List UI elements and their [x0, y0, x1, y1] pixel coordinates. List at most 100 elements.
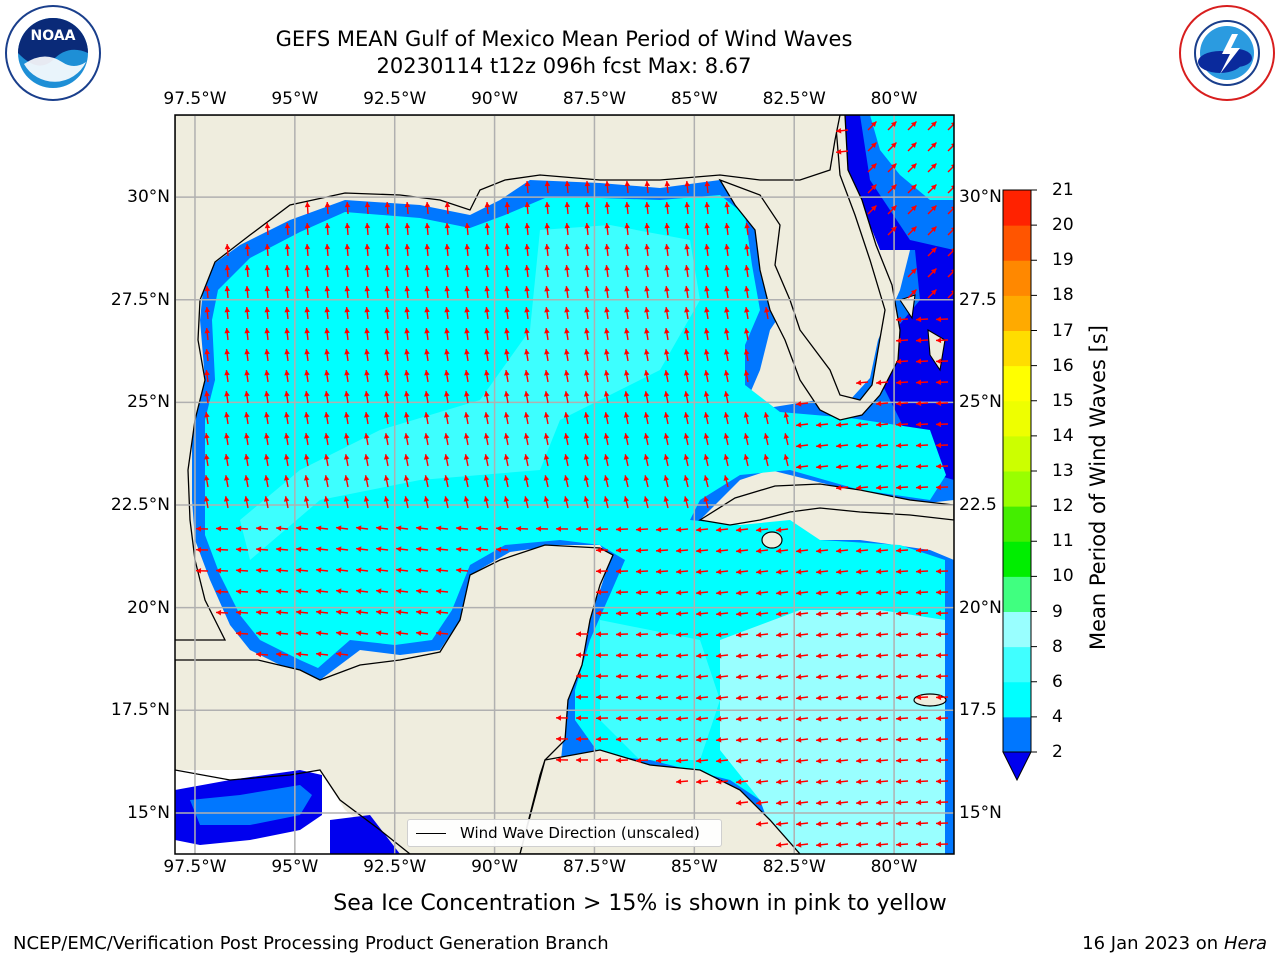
wind-wave-arrowhead — [276, 546, 282, 553]
wind-wave-arrowhead — [544, 244, 550, 250]
wind-wave-arrowhead — [544, 181, 551, 187]
wind-wave-arrowhead — [324, 391, 330, 397]
wind-wave-arrowhead — [263, 475, 270, 481]
wind-wave-arrowhead — [256, 525, 262, 532]
wind-wave-arrowhead — [916, 337, 922, 344]
wind-wave-arrowhead — [576, 652, 582, 658]
wind-wave-arrowhead — [416, 525, 422, 532]
wind-wave-arrow — [947, 186, 954, 194]
wind-wave-arrowhead — [836, 589, 842, 596]
wind-wave-arrowhead — [344, 433, 350, 439]
wind-wave-arrowhead — [583, 475, 590, 481]
wind-wave-arrowhead — [816, 842, 822, 848]
wind-wave-arrowhead — [524, 328, 530, 334]
wind-wave-arrowhead — [584, 265, 590, 271]
wind-wave-arrowhead — [576, 631, 582, 637]
wind-wave-arrowhead — [276, 651, 282, 658]
wind-wave-arrowhead — [256, 651, 262, 658]
wind-wave-arrowhead — [436, 567, 442, 574]
wind-wave-arrowhead — [544, 202, 551, 208]
wind-wave-arrowhead — [716, 673, 722, 680]
wind-wave-arrowhead — [696, 715, 702, 722]
wind-wave-arrowhead — [916, 736, 922, 743]
wind-wave-arrow — [947, 249, 954, 257]
wind-wave-arrowhead — [696, 694, 702, 701]
wind-wave-arrowhead — [763, 433, 770, 439]
wind-wave-arrowhead — [324, 328, 330, 334]
wind-wave-arrowhead — [464, 265, 470, 271]
wind-wave-arrowhead — [476, 546, 482, 553]
wind-wave-arrowhead — [756, 800, 762, 806]
wind-wave-arrowhead — [696, 610, 702, 617]
wind-wave-arrowhead — [616, 610, 622, 617]
wind-wave-arrowhead — [744, 286, 750, 292]
wind-wave-arrowhead — [344, 265, 351, 271]
wind-wave-arrowhead — [936, 736, 942, 743]
wind-wave-arrowhead — [876, 400, 882, 407]
wind-wave-arrowhead — [523, 412, 530, 418]
wind-wave-arrowhead — [604, 265, 610, 271]
wind-wave-arrowhead — [596, 652, 602, 658]
wind-wave-arrowhead — [696, 526, 702, 533]
wind-wave-arrowhead — [404, 349, 410, 355]
wind-wave-arrowhead — [443, 496, 450, 502]
wind-wave-arrowhead — [236, 630, 242, 637]
wind-wave-arrowhead — [836, 673, 842, 680]
colorbar — [1002, 189, 1037, 782]
wind-wave-arrow — [947, 228, 954, 236]
wind-wave-arrowhead — [383, 475, 390, 481]
wind-wave-arrowhead — [503, 496, 510, 502]
colorbar-segment — [1003, 646, 1031, 683]
wind-wave-arrowhead — [524, 244, 530, 250]
wind-wave-arrowhead — [583, 412, 590, 418]
wind-wave-arrowhead — [544, 349, 550, 355]
wind-wave-arrowhead — [503, 454, 510, 460]
wind-wave-arrowhead — [524, 265, 530, 271]
wind-wave-arrowhead — [224, 370, 230, 376]
colorbar-segment — [1003, 330, 1031, 367]
wind-wave-arrowhead — [303, 475, 310, 481]
wind-wave-arrowhead — [684, 202, 690, 208]
wind-wave-arrowhead — [816, 758, 822, 764]
wind-wave-arrowhead — [756, 548, 762, 554]
lat-tick-left: 15°N — [127, 802, 170, 823]
wind-wave-arrowhead — [423, 433, 430, 439]
wind-wave-arrowhead — [916, 421, 922, 428]
lat-tick-right: 30°N — [959, 187, 1002, 208]
wind-wave-arrowhead — [244, 433, 250, 439]
wind-wave-arrowhead — [636, 547, 642, 554]
wind-wave-arrowhead — [663, 475, 670, 481]
wind-wave-arrowhead — [756, 653, 762, 659]
wind-wave-arrowhead — [663, 433, 670, 439]
wind-wave-arrowhead — [636, 673, 642, 680]
sea-ice-note: Sea Ice Concentration > 15% is shown in … — [333, 891, 947, 916]
wind-wave-arrowhead — [856, 841, 862, 848]
colorbar-tick-label: 13 — [1052, 461, 1074, 481]
florida-land — [718, 115, 954, 421]
colorbar-segment — [1003, 576, 1031, 612]
wind-wave-arrowhead — [703, 370, 710, 376]
lon-tick-top: 90°W — [471, 89, 519, 109]
wind-wave-arrowhead — [196, 567, 202, 574]
wind-wave-arrowhead — [836, 715, 842, 722]
colorbar-tick-label: 14 — [1052, 425, 1074, 446]
wind-wave-arrowhead — [363, 454, 370, 460]
wind-wave-arrowhead — [596, 673, 602, 679]
wind-wave-arrowhead — [704, 307, 710, 313]
colorbar-segment — [1003, 681, 1031, 718]
wind-wave-arrowhead — [644, 265, 650, 271]
wind-wave-arrowhead — [203, 496, 210, 502]
wind-wave-arrowhead — [936, 421, 942, 428]
wind-wave-arrowhead — [736, 590, 742, 596]
wind-wave-arrowhead — [616, 757, 622, 764]
wind-wave-arrowhead — [196, 546, 202, 553]
wind-wave-arrowhead — [543, 412, 550, 418]
wind-wave-arrowhead — [663, 454, 670, 460]
wind-wave-arrowhead — [276, 567, 282, 574]
wind-wave-arrowhead — [596, 715, 602, 721]
wind-wave-arrowhead — [483, 454, 490, 460]
wind-wave-arrowhead — [504, 265, 510, 271]
wind-wave-arrowhead — [816, 674, 822, 680]
wind-wave-arrowhead — [376, 630, 382, 636]
wind-wave-arrowhead — [444, 307, 450, 313]
